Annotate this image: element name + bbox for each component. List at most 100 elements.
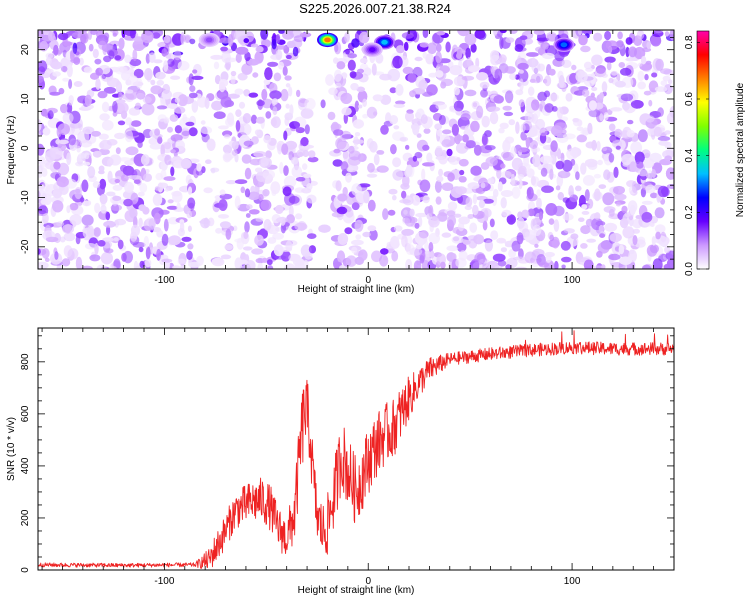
heatmap-cell <box>512 256 526 261</box>
heatmap-cell <box>636 30 645 40</box>
heatmap-cell <box>262 189 270 197</box>
heatmap-cell <box>352 119 364 129</box>
heatmap-cell <box>133 44 146 50</box>
heatmap-cell <box>66 64 73 78</box>
heatmap-cell <box>253 151 267 158</box>
heatmap-cell <box>221 51 231 63</box>
heatmap-cell <box>376 165 389 173</box>
heatmap-cell <box>511 186 521 199</box>
heatmap-cell <box>318 224 331 233</box>
heatmap-cell <box>625 57 636 62</box>
heatmap-cell <box>294 222 308 231</box>
heatmap-cell <box>669 30 674 41</box>
heatmap-cell <box>489 218 495 228</box>
heatmap-cell <box>664 155 673 162</box>
heatmap-cell <box>117 120 126 126</box>
heatmap-cell <box>255 116 265 124</box>
heatmap-cell <box>258 194 264 201</box>
heatmap-cell <box>524 251 537 264</box>
heatmap-cell <box>125 146 139 156</box>
heatmap-cell <box>335 180 342 192</box>
heatmap-cell <box>419 254 425 264</box>
heatmap-cell <box>621 205 628 214</box>
heatmap-cell <box>392 195 397 201</box>
heatmap-cell <box>583 259 594 269</box>
heatmap-cell <box>69 202 79 211</box>
heatmap-cell <box>110 204 123 211</box>
heatmap-cell <box>497 181 503 192</box>
heatmap-hot-spot <box>324 37 331 43</box>
heatmap-cell <box>620 67 632 76</box>
heatmap-cell <box>602 192 615 206</box>
heatmap-cell <box>460 113 471 121</box>
heatmap-cell <box>325 74 335 86</box>
heatmap-cell <box>47 110 54 120</box>
heatmap-cell <box>185 121 195 127</box>
heatmap-cell <box>112 111 118 117</box>
heatmap-cell <box>651 236 656 246</box>
heatmap-cell <box>53 44 59 56</box>
heatmap-cell <box>50 147 63 160</box>
heatmap-cell <box>238 259 248 265</box>
heatmap-cell <box>517 211 523 219</box>
heatmap-cell <box>409 247 423 256</box>
heatmap-cell <box>340 92 353 105</box>
heatmap-cell <box>218 199 228 211</box>
heatmap-cell <box>664 246 671 254</box>
heatmap-cell <box>639 62 653 71</box>
heatmap-cell <box>392 169 404 181</box>
heatmap-cell <box>643 90 652 96</box>
heatmap-y-axis-label: Frequency (Hz) <box>6 116 17 185</box>
heatmap-cell <box>291 165 303 178</box>
heatmap-cell <box>418 230 429 239</box>
heatmap-cell <box>626 129 635 138</box>
heatmap-cell <box>255 46 264 53</box>
heatmap-cell <box>187 197 196 209</box>
heatmap-cell <box>518 69 525 74</box>
heatmap-cell <box>611 139 623 148</box>
heatmap-cell <box>479 81 490 89</box>
heatmap-cell <box>69 214 83 226</box>
heatmap-cell <box>351 239 364 246</box>
heatmap-cell <box>666 257 674 269</box>
heatmap-cell <box>649 152 662 163</box>
heatmap-cell <box>355 234 362 240</box>
heatmap-cell <box>654 224 666 234</box>
colorbar: 0.0 0.2 0.4 0.6 0.8 Normalized spectral ampl… <box>684 30 746 276</box>
heatmap-cell <box>82 200 91 207</box>
heatmap-cell <box>68 95 74 104</box>
heatmap-hot-spot <box>205 37 213 43</box>
heatmap-cell <box>167 217 180 225</box>
heatmap-cell <box>654 207 665 219</box>
heatmap-cell <box>286 214 295 224</box>
heatmap-cell <box>264 67 273 80</box>
heatmap-cell <box>211 100 223 111</box>
heatmap-cell <box>98 165 105 172</box>
colorbar-tick-label: 0.4 <box>684 148 695 162</box>
heatmap-cell <box>629 249 635 255</box>
heatmap-cell <box>118 91 123 100</box>
heatmap-cell <box>230 70 237 77</box>
heatmap-cell <box>575 171 580 181</box>
heatmap-cell <box>455 186 467 195</box>
heatmap-cell <box>75 256 83 269</box>
figure-title: S225.2026.007.21.38.R24 <box>299 1 451 16</box>
heatmap-cell <box>129 207 138 219</box>
x-tick-label: 0 <box>365 576 371 587</box>
heatmap-cell <box>106 191 116 197</box>
heatmap-cell <box>234 195 241 209</box>
heatmap-cell <box>174 125 182 134</box>
heatmap-cell <box>503 111 514 117</box>
heatmap-cell <box>80 197 85 203</box>
heatmap-cell <box>215 227 223 234</box>
heatmap-cell <box>81 265 93 269</box>
heatmap-cell <box>337 233 349 245</box>
heatmap-cell <box>333 148 341 154</box>
heatmap-cell <box>345 172 352 183</box>
heatmap-cell <box>170 149 176 154</box>
x-tick-label: 0 <box>365 275 371 286</box>
heatmap-cell <box>66 152 72 165</box>
heatmap-cell <box>114 132 126 140</box>
heatmap-cell <box>588 109 601 118</box>
heatmap-cell <box>539 155 553 164</box>
